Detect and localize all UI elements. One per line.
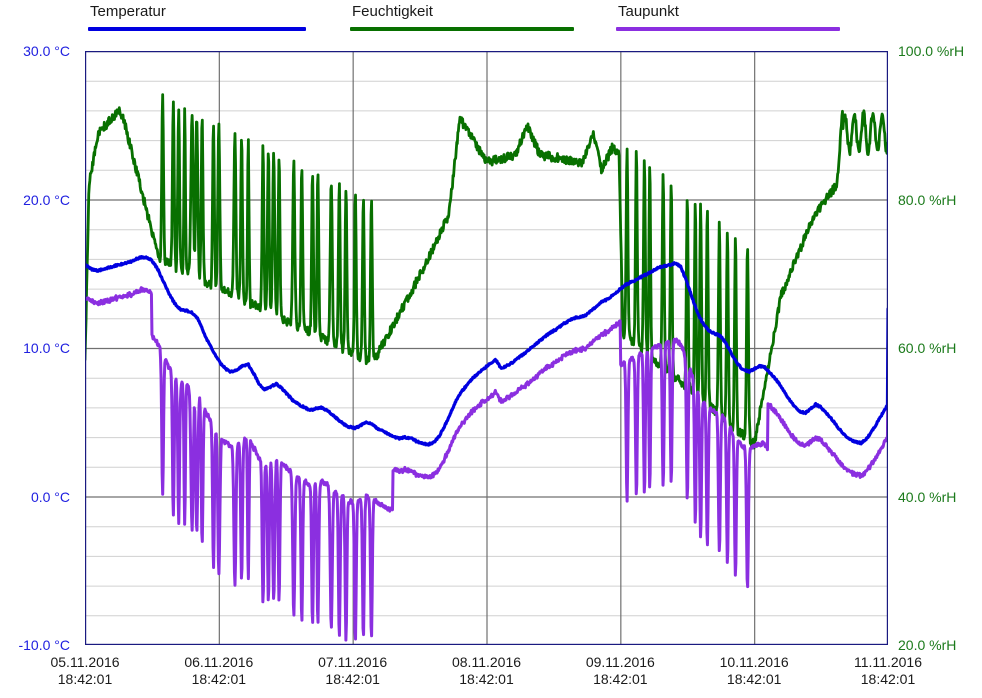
- x-axis-tick-date: 05.11.2016: [50, 654, 120, 670]
- plot-area: [85, 51, 888, 645]
- series-line-temperatur: [85, 255, 888, 447]
- x-axis-tick: 06.11.2016 18:42:01: [159, 654, 279, 688]
- chart-svg: [85, 51, 888, 645]
- legend-swatch-taupunkt: [616, 27, 840, 31]
- legend-item-taupunkt[interactable]: Taupunkt: [616, 4, 840, 31]
- y-axis-right-tick: 80.0 %rH: [898, 191, 957, 208]
- x-axis-tick-date: 08.11.2016: [451, 654, 522, 670]
- x-axis-tick: 08.11.2016 18:42:01: [427, 654, 547, 688]
- chart-legend: Temperatur Feuchtigkeit Taupunkt: [0, 0, 982, 46]
- x-axis-tick-date: 06.11.2016: [184, 654, 254, 670]
- x-axis-tick: 09.11.2016 18:42:01: [560, 654, 680, 688]
- legend-label-taupunkt: Taupunkt: [618, 3, 679, 20]
- x-axis-tick-time: 18:42:01: [860, 671, 916, 687]
- y-axis-right-tick: 60.0 %rH: [898, 340, 957, 356]
- x-axis-tick: 07.11.2016 18:42:01: [293, 654, 413, 688]
- x-axis-tick-time: 18:42:01: [459, 671, 514, 687]
- y-axis-left-tick: 10.0 °C: [23, 340, 70, 356]
- x-axis-tick-time: 18:42:01: [325, 671, 380, 687]
- x-axis-tick: 10.11.2016 18:42:01: [694, 654, 814, 688]
- y-axis-left-tick: 30.0 °C: [23, 43, 70, 59]
- y-axis-right-tick: 100.0 %rH: [898, 43, 965, 59]
- x-axis-tick-time: 18:42:01: [57, 671, 113, 687]
- y-axis-left-tick: 20.0 °C: [23, 191, 70, 208]
- legend-swatch-feuchtigkeit: [350, 27, 574, 31]
- plot-frame: [85, 51, 888, 645]
- y-axis-left-tick: 0.0 °C: [30, 488, 70, 505]
- x-axis-tick-time: 18:42:01: [726, 671, 782, 687]
- legend-item-temperatur[interactable]: Temperatur: [88, 4, 306, 31]
- x-axis-tick-date: 07.11.2016: [318, 654, 388, 670]
- legend-label-feuchtigkeit: Feuchtigkeit: [352, 3, 433, 20]
- y-axis-right-tick: 40.0 %rH: [898, 488, 957, 505]
- legend-label-temperatur: Temperatur: [90, 3, 166, 20]
- x-axis-tick: 05.11.2016 18:42:01: [25, 654, 145, 688]
- y-axis-left-tick: -10.0 °C: [18, 637, 70, 653]
- legend-item-feuchtigkeit[interactable]: Feuchtigkeit: [350, 4, 574, 31]
- x-axis-tick-date: 11.11.2016: [854, 654, 922, 670]
- x-axis-tick: 11.11.2016 18:42:01: [828, 654, 948, 688]
- y-axis-right-tick: 20.0 %rH: [898, 637, 957, 653]
- x-axis-tick-time: 18:42:01: [191, 671, 247, 687]
- legend-swatch-temperatur: [88, 27, 306, 31]
- x-axis-tick-time: 18:42:01: [593, 671, 648, 687]
- x-axis-tick-date: 10.11.2016: [719, 654, 789, 670]
- series-line-taupunkt: [85, 286, 888, 642]
- x-axis-tick-date: 09.11.2016: [585, 654, 655, 670]
